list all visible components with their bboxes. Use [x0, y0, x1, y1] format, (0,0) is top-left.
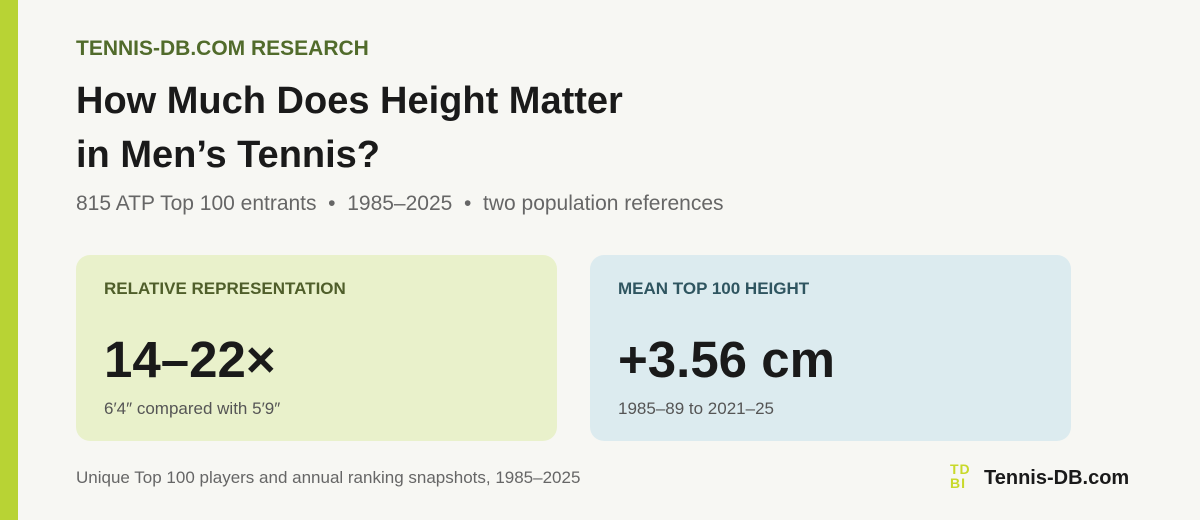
- title: How Much Does Height Matter: [76, 80, 623, 122]
- stat-card: MEAN TOP 100 HEIGHT +3.56 cm 1985–89 to …: [590, 255, 1071, 441]
- brand: Tennis-DB.com: [984, 467, 1130, 489]
- eyebrow: TENNIS-DB.COM RESEARCH: [76, 37, 369, 60]
- card-label: RELATIVE REPRESENTATION: [104, 279, 346, 298]
- card-label: MEAN TOP 100 HEIGHT: [618, 279, 810, 298]
- card-value: +3.56 cm: [618, 331, 835, 388]
- stat-card: RELATIVE REPRESENTATION 14–22× 6′4″ comp…: [76, 255, 557, 441]
- card-note: 1985–89 to 2021–25: [618, 399, 774, 418]
- card-value: 14–22×: [104, 331, 276, 388]
- logo-text: BI: [950, 475, 966, 491]
- source: Unique Top 100 players and annual rankin…: [76, 468, 581, 487]
- accent-bar: [0, 0, 18, 520]
- logo: TD BI: [950, 462, 971, 490]
- subtitle: 815 ATP Top 100 entrants • 1985–2025 • t…: [76, 192, 724, 215]
- logo-text: TD: [950, 461, 971, 477]
- title: in Men’s Tennis?: [76, 134, 381, 176]
- card-note: 6′4″ compared with 5′9″: [104, 399, 281, 418]
